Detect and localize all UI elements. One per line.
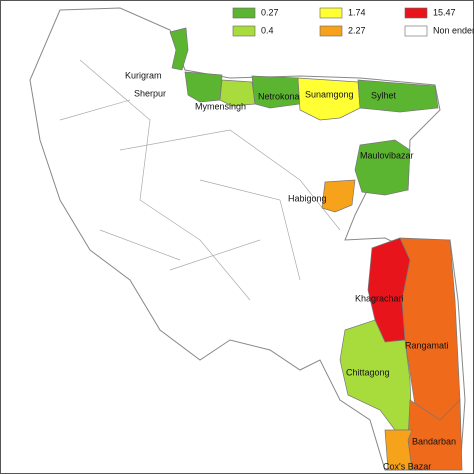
district [251, 75, 301, 109]
legend-swatch [404, 25, 428, 37]
district-label: Khagrachari [355, 293, 404, 303]
district-label: Cox's Bazar [383, 461, 431, 471]
district [321, 179, 356, 213]
district-label: Sylhet [371, 90, 397, 100]
legend-swatch [404, 7, 428, 19]
district [184, 71, 223, 103]
district-label: Maulovibazar [360, 150, 414, 160]
district-label: Sunamgong [305, 89, 354, 99]
district-label: Kurigram [125, 70, 162, 80]
legend-label: 0.4 [261, 25, 274, 35]
legend-swatch [319, 7, 343, 19]
district-label: Sherpur [134, 88, 166, 98]
district [219, 79, 256, 107]
districts: Kurigram Sherpur Mymensingh Netrokona Sunamg… [125, 27, 463, 471]
legend-swatch [232, 25, 256, 37]
district [384, 429, 413, 471]
district-label: Habigong [288, 193, 327, 203]
district-label: Netrokona [258, 91, 300, 101]
district-label: Bandarban [412, 436, 456, 446]
legend-label: 1.74 [348, 7, 366, 17]
district-label: Mymensingh [195, 101, 246, 111]
district [169, 27, 189, 71]
district-label: Rangamati [405, 340, 449, 350]
legend-label: Non endemic [433, 25, 474, 35]
legend-swatch [319, 25, 343, 37]
legend-swatch [232, 7, 256, 19]
district-borders [59, 59, 341, 301]
district-label: Chittagong [346, 367, 390, 377]
legend-label: 15.47 [433, 7, 456, 17]
legend-label: 0.27 [261, 7, 279, 17]
legend: 0.27 1.74 15.47 0.4 2.27 Non endemic [232, 7, 474, 37]
district [354, 139, 411, 196]
legend-label: 2.27 [348, 25, 366, 35]
district [357, 79, 439, 113]
